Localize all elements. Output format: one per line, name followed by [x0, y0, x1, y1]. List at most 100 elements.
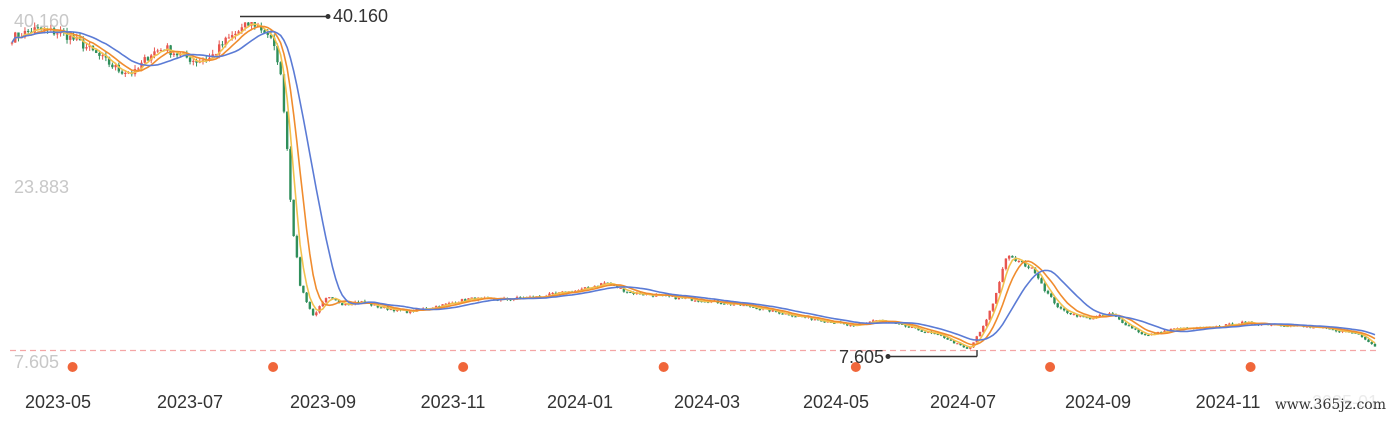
min-annotation: 7.605 — [839, 347, 978, 367]
candle — [719, 302, 723, 305]
event-marker[interactable] — [850, 362, 861, 372]
candle — [85, 43, 88, 51]
candle — [295, 234, 299, 259]
candle — [994, 292, 998, 305]
candle — [247, 22, 250, 26]
candle — [1367, 338, 1370, 343]
candle — [1228, 322, 1231, 325]
candle — [311, 308, 315, 316]
candle — [982, 325, 985, 333]
candle — [464, 298, 467, 301]
candle — [1027, 264, 1030, 270]
candle — [146, 56, 150, 61]
candle — [619, 287, 622, 289]
candle — [1046, 289, 1050, 295]
candle — [120, 69, 124, 75]
candle — [260, 22, 263, 34]
candle — [1056, 302, 1059, 309]
candle — [988, 310, 991, 321]
candle — [956, 343, 959, 345]
candle — [156, 48, 159, 53]
candle — [214, 53, 218, 56]
candle — [1017, 260, 1021, 263]
watermark: www.365jz.com — [1270, 395, 1390, 415]
candle — [629, 291, 632, 294]
x-tick: 2024-09 — [1065, 392, 1131, 412]
candle — [285, 111, 289, 151]
candle — [978, 331, 982, 337]
candle — [159, 48, 163, 52]
event-markers-layer — [67, 362, 1256, 372]
x-tick: 2023-05 — [25, 392, 91, 412]
event-marker[interactable] — [67, 362, 78, 372]
candle — [444, 303, 448, 305]
candles-layer — [10, 22, 1377, 350]
candle — [65, 27, 69, 44]
max-annotation-label: 40.160 — [333, 6, 388, 26]
candle — [1050, 292, 1053, 298]
x-tick: 2024-11 — [1196, 392, 1261, 412]
candle — [298, 256, 302, 287]
event-marker[interactable] — [458, 362, 469, 372]
candle — [318, 305, 321, 314]
candle — [1043, 281, 1046, 293]
candle — [791, 315, 794, 318]
x-tick: 2023-11 — [421, 392, 486, 412]
candle — [1007, 255, 1011, 261]
candle — [289, 146, 292, 203]
candle — [88, 41, 91, 51]
x-tick: 2024-01 — [547, 392, 613, 412]
x-axis: 2023-05 2023-07 2023-09 2023-11 2024-01 … — [25, 392, 1378, 412]
candle — [1127, 324, 1131, 327]
candle — [723, 303, 726, 305]
candle — [1124, 321, 1127, 326]
candle — [991, 303, 995, 313]
candle — [56, 32, 59, 39]
event-marker[interactable] — [1245, 362, 1256, 372]
candle — [315, 311, 318, 317]
x-tick: 2024-05 — [803, 392, 869, 412]
candle — [1001, 267, 1004, 283]
candle — [998, 280, 1001, 294]
candle — [447, 301, 451, 304]
candle — [1370, 341, 1373, 345]
candle — [1004, 258, 1008, 271]
candle — [308, 301, 312, 310]
candle — [985, 318, 988, 327]
y-tick-max: 40.160 — [14, 11, 69, 31]
candle — [1040, 277, 1043, 284]
x-tick: 2024-07 — [930, 392, 996, 412]
candle — [1069, 312, 1072, 315]
candle — [237, 29, 240, 34]
candle — [172, 51, 176, 57]
max-annotation: 40.160 — [240, 6, 388, 26]
candle — [1373, 343, 1377, 347]
candle — [166, 43, 169, 53]
candle — [305, 291, 308, 304]
candle — [143, 54, 146, 64]
candle — [1143, 333, 1147, 336]
event-marker[interactable] — [1045, 362, 1056, 372]
min-annotation-label: 7.605 — [839, 347, 884, 367]
candle — [227, 33, 231, 39]
candle — [1134, 328, 1137, 331]
x-tick: 2023-09 — [290, 392, 356, 412]
candle — [36, 24, 40, 30]
ma-long-line — [11, 30, 1376, 341]
candle — [1140, 331, 1144, 335]
event-marker[interactable] — [658, 362, 669, 372]
candle — [923, 331, 927, 334]
candle — [279, 61, 282, 76]
candle — [324, 297, 328, 304]
event-marker[interactable] — [268, 362, 279, 372]
y-tick-mid: 23.883 — [14, 177, 69, 197]
candle — [328, 297, 331, 299]
moving-averages-layer — [11, 23, 1376, 348]
candle — [111, 62, 114, 69]
candle — [1030, 267, 1034, 269]
candle — [341, 302, 344, 306]
candle — [302, 285, 305, 294]
candle — [1098, 313, 1101, 317]
y-tick-min: 7.605 — [14, 352, 59, 372]
